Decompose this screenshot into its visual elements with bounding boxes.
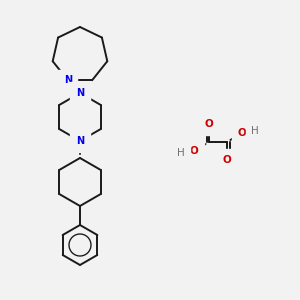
Text: O: O	[205, 119, 213, 129]
Text: O: O	[238, 128, 247, 138]
Text: N: N	[64, 75, 72, 85]
Text: H: H	[251, 126, 259, 136]
Text: N: N	[76, 136, 84, 146]
Text: H: H	[177, 148, 185, 158]
Text: O: O	[223, 155, 231, 165]
Text: N: N	[76, 88, 84, 98]
Text: O: O	[189, 146, 198, 156]
